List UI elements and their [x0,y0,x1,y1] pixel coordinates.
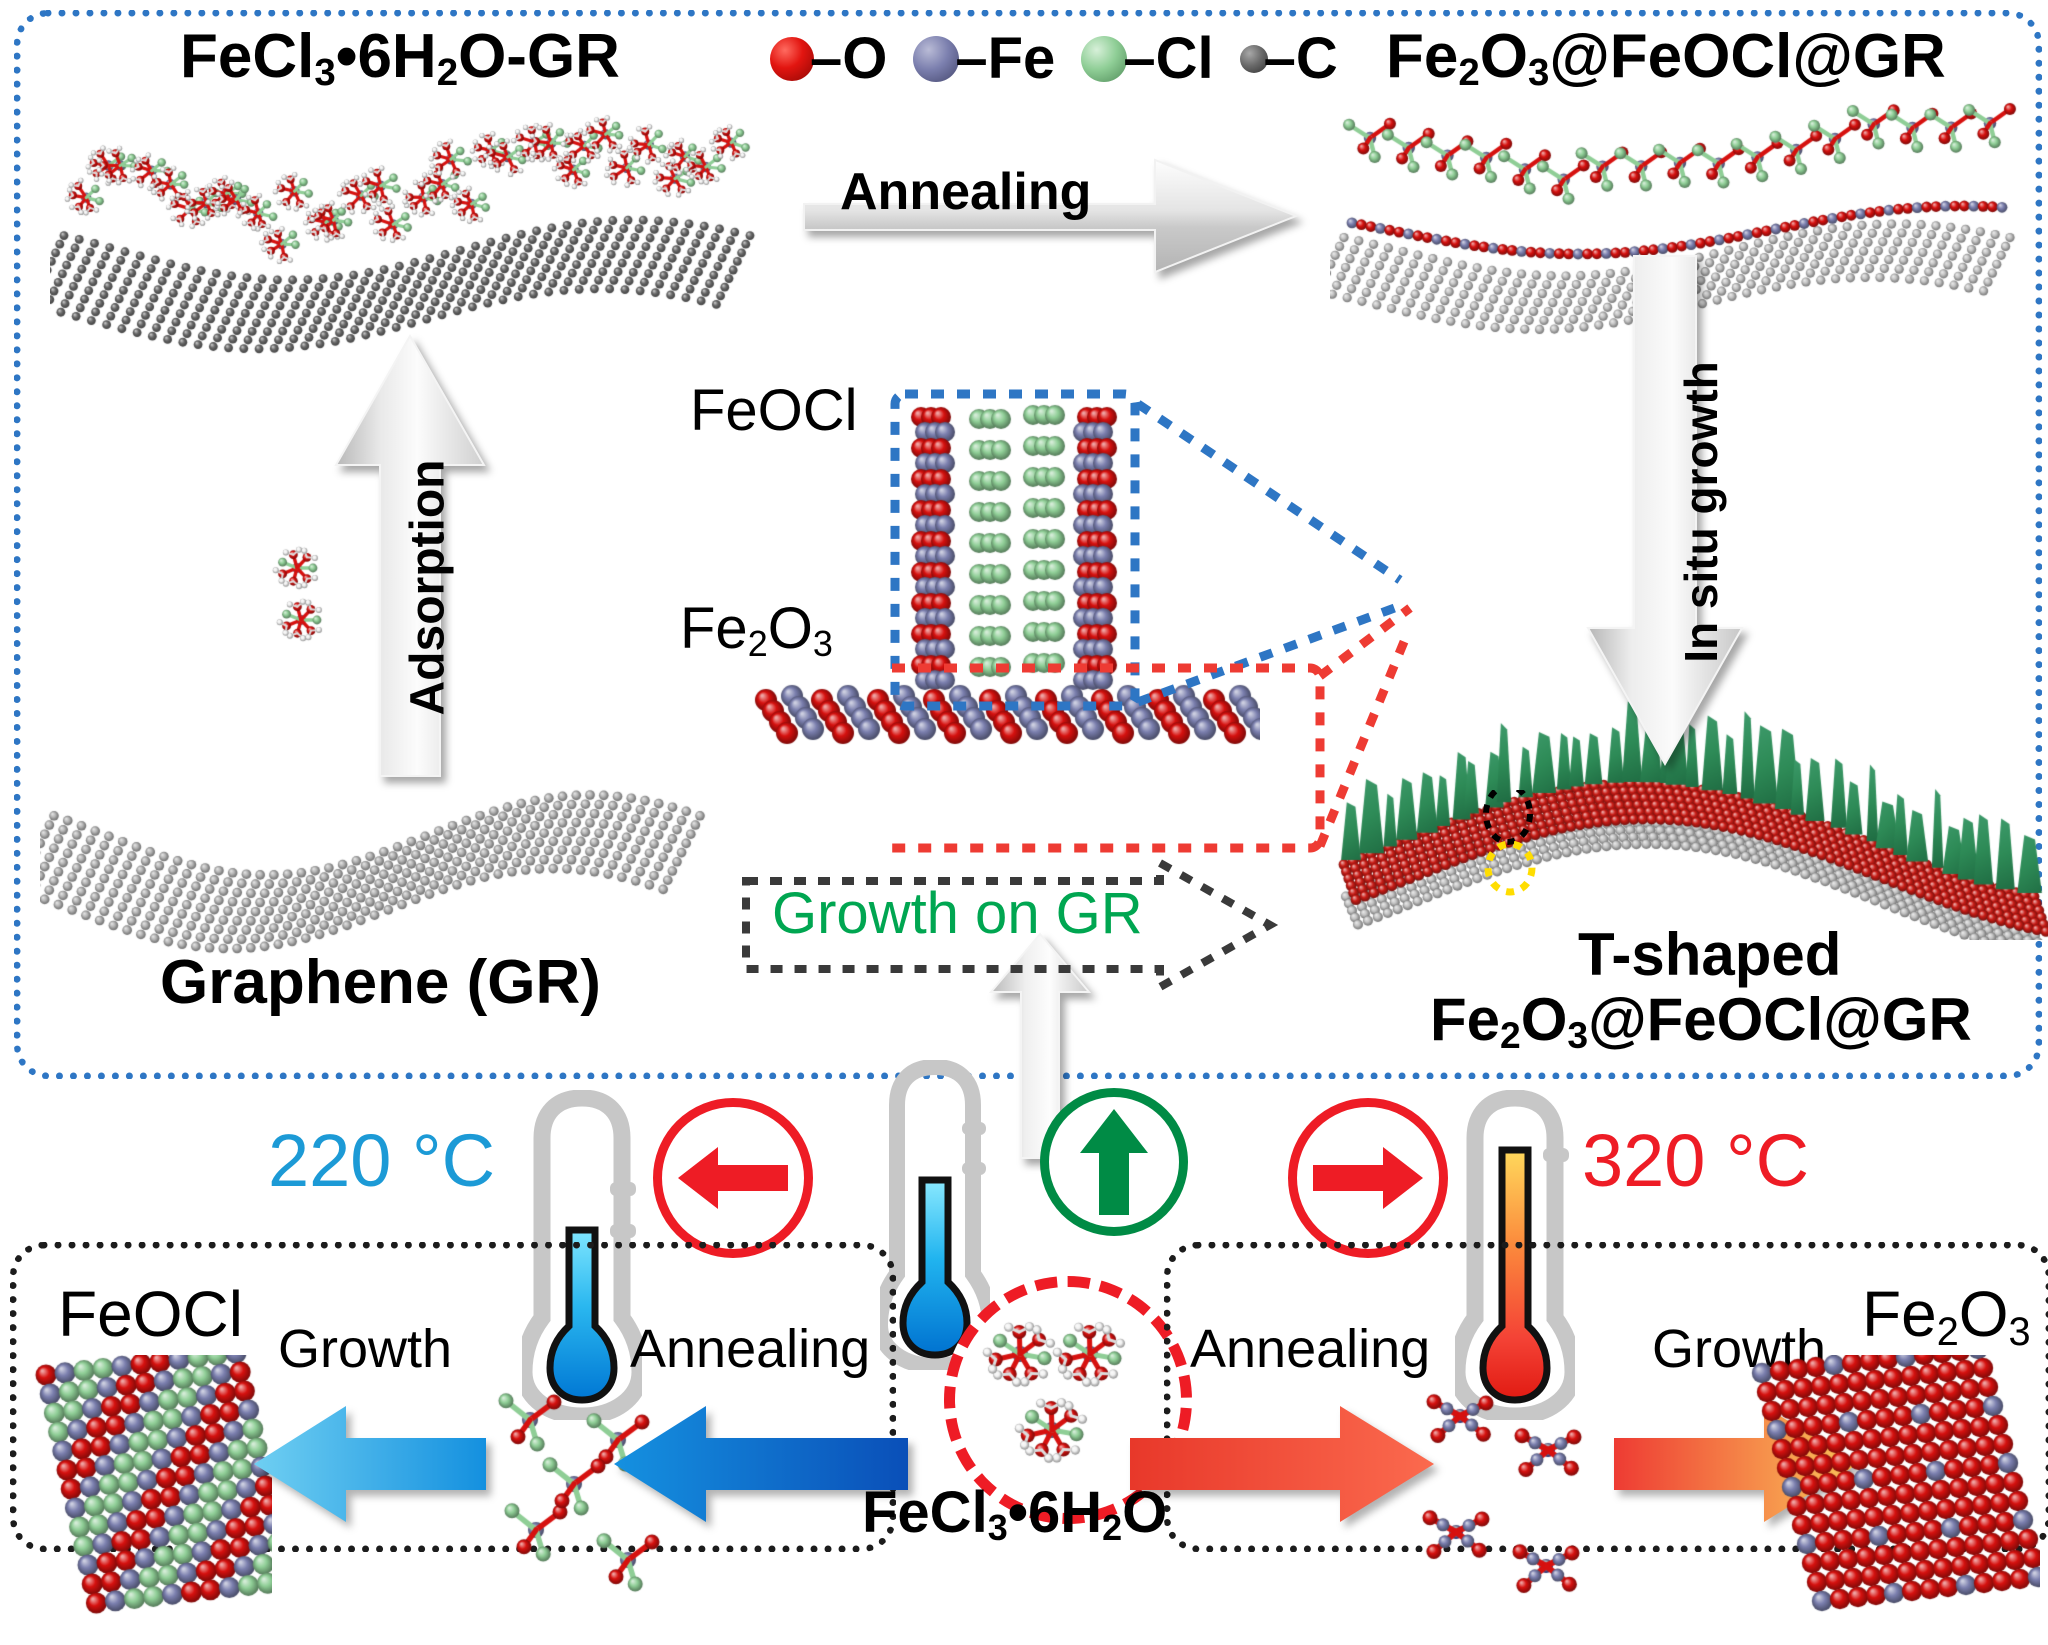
title-part: O-GR [458,22,620,91]
title-part: Fe [1386,22,1458,91]
legend-label-c: –C [1264,30,1338,88]
label-tshaped-line2: Fe2O3@FeOCl@GR [1430,990,1972,1050]
label-graphene: Graphene (GR) [160,952,601,1014]
title-sub: 2 [1458,51,1479,94]
chlorine-sphere-icon [1081,36,1127,82]
label-precursor: FeCl3•6H2O [862,1484,1167,1542]
adsorption-arrow-label: Adsorption [400,460,455,716]
page-title-fe2o3-feocl-gr: Fe2O3@FeOCl@GR [1386,26,1946,88]
arrow-left-icon [678,1147,788,1209]
label-part: •6H [1008,1480,1102,1545]
label-sub: 2 [1102,1507,1122,1548]
label-part: Fe [1430,986,1500,1053]
figure-root: FeCl3•6H2O-GR –O –Fe –Cl –C Fe2O3@FeOCl@… [0,0,2048,1555]
label-part: O [768,596,813,661]
badge-arrow-left [653,1098,813,1258]
fe2o3-lattice-horizontal [740,670,1260,800]
label-part: Fe [1862,1278,1937,1350]
legend-label-o: –O [810,30,887,88]
title-sub: 3 [1528,51,1549,94]
annealing-arrow-top-label: Annealing [840,162,1091,222]
badge-arrow-up [1040,1088,1188,1236]
iron-sphere-icon [913,36,959,82]
growth-arrow-left-label: Growth [278,1322,452,1376]
label-part: O [1521,986,1568,1053]
feocl-crystal-block [22,1355,272,1645]
annealing-arrow-right-label: Annealing [1190,1322,1430,1376]
legend-item-fe: –Fe [913,30,1055,88]
annealing-arrow-right [1128,1400,1438,1530]
fecl3-6h2o-gr-structure [50,100,770,360]
oxygen-sphere-icon [770,37,814,81]
feocl-lattice-vertical [905,395,1135,695]
label-sub: 2 [748,623,768,664]
label-sub: 3 [1567,1014,1588,1056]
black-dotted-circle-icon [1486,790,1530,842]
label-part: Fe [680,596,748,661]
legend-label-cl: –Cl [1123,30,1213,88]
annealing-arrow-left-label: Annealing [630,1322,870,1376]
badge-arrow-right [1288,1098,1448,1258]
title-part: FeCl [180,22,314,91]
page-title-fecl3-gr: FeCl3•6H2O-GR [180,26,620,88]
label-sub: 3 [813,623,833,664]
title-sub: 3 [314,51,335,94]
label-fe2o3-center: Fe2O3 [680,600,833,658]
growth-arrow-left [250,1400,490,1530]
yellow-dotted-circle-icon [1488,844,1532,892]
growth-on-gr-arrow-label: Growth on GR [772,880,1143,947]
temperature-label-220: 220 °C [268,1118,495,1203]
label-sub: 2 [1937,1310,1959,1354]
label-part: FeCl [862,1480,988,1545]
label-sub: 3 [988,1507,1008,1548]
label-part: O [1959,1278,2009,1350]
label-feocl-product: FeOCl [58,1282,243,1346]
in-situ-growth-arrow [1570,250,1760,770]
title-part: @FeOCl@GR [1549,22,1946,91]
legend-item-c: –C [1240,30,1338,88]
fe2o3-crystal-block [1740,1355,2040,1645]
title-part: O [1480,22,1528,91]
title-sub: 2 [437,51,458,94]
label-sub: 3 [2009,1310,2031,1354]
label-part: @FeOCl@GR [1588,986,1972,1053]
fe2o3-molecule-fragments [1400,1380,1600,1630]
legend: –O –Fe –Cl –C [770,30,1338,88]
tshape-markers [1440,790,1640,940]
legend-item-o: –O [770,30,887,88]
label-sub: 2 [1500,1014,1521,1056]
label-tshaped-line1: T-shaped [1578,925,1841,985]
legend-item-cl: –Cl [1081,30,1213,88]
in-situ-growth-arrow-label: In situ growth [1674,361,1728,663]
label-feocl-center: FeOCl [690,382,858,440]
arrow-right-icon [1313,1147,1423,1209]
label-fe2o3-product: Fe2O3 [1862,1282,2031,1346]
temperature-label-320: 320 °C [1582,1118,1809,1203]
arrow-up-icon [1080,1109,1148,1215]
legend-label-fe: –Fe [955,30,1055,88]
title-part: •6H [336,22,437,91]
